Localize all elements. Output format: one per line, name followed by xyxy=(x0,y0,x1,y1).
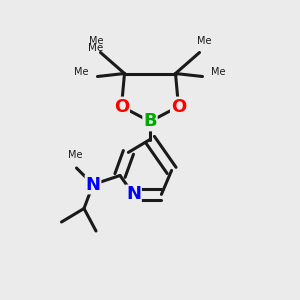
Text: Me: Me xyxy=(68,151,82,160)
Text: Me: Me xyxy=(197,37,211,46)
Text: N: N xyxy=(126,185,141,203)
Text: Me: Me xyxy=(74,67,88,77)
Text: O: O xyxy=(171,98,186,116)
Text: N: N xyxy=(85,176,100,194)
Text: Me: Me xyxy=(88,43,104,53)
Text: Me: Me xyxy=(89,37,103,46)
Text: B: B xyxy=(143,112,157,130)
Text: Me: Me xyxy=(212,67,226,77)
Text: O: O xyxy=(114,98,129,116)
